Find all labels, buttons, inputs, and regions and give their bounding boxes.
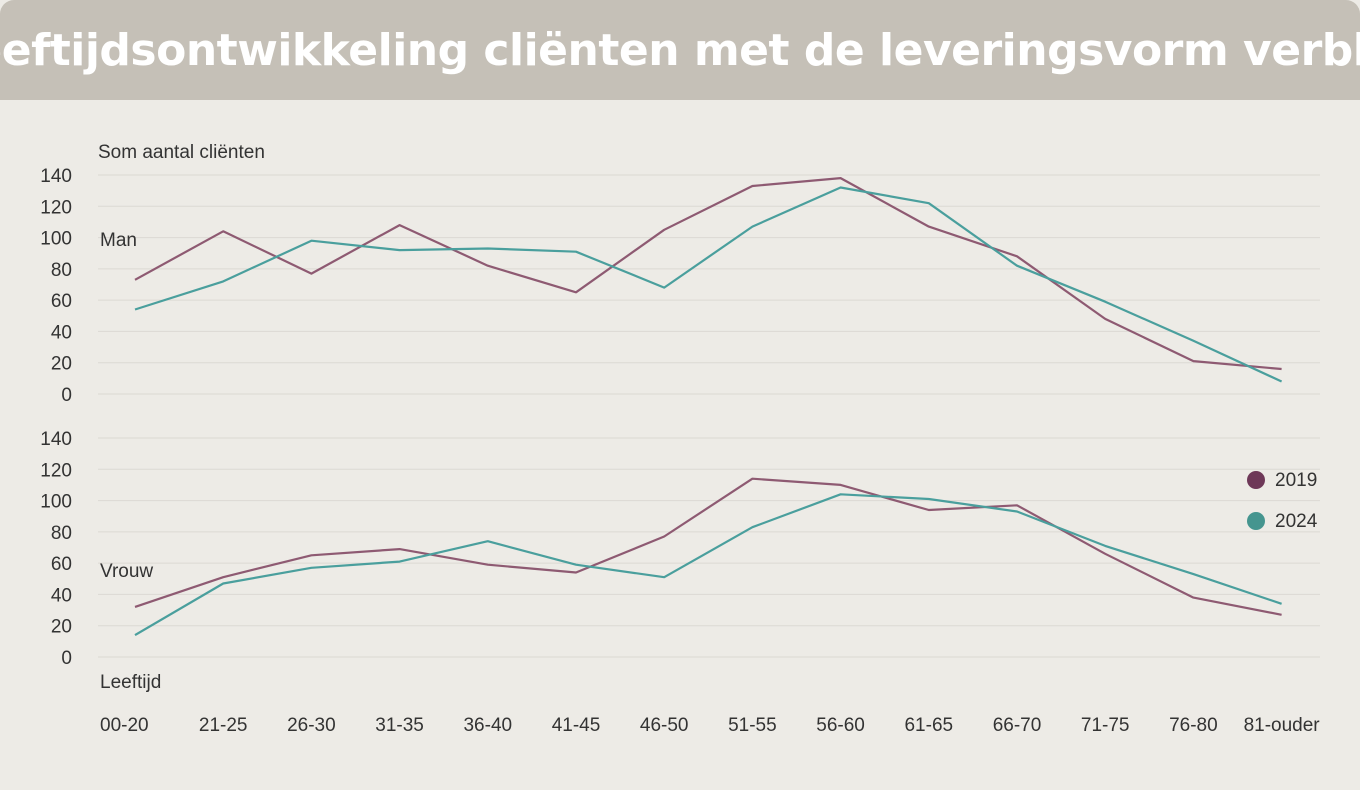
y-tick-vrouw-100: 100	[40, 492, 72, 513]
y-tick-man-80: 80	[51, 260, 72, 281]
x-tick-51-55: 51-55	[728, 715, 777, 736]
legend-dot-2024	[1247, 512, 1265, 530]
series-line-vrouw-2024	[134, 493, 1282, 637]
chart-title: Leeftijdsontwikkeling cliënten met de le…	[0, 24, 1360, 76]
x-tick-41-45: 41-45	[552, 715, 601, 736]
y-tick-vrouw-60: 60	[51, 554, 72, 575]
series-line-vrouw-2019	[134, 477, 1282, 616]
panel-label-vrouw: Vrouw	[100, 561, 153, 582]
x-tick-76-80: 76-80	[1169, 715, 1218, 736]
y-tick-man-0: 0	[61, 385, 72, 406]
legend: 2019 2024	[1247, 470, 1318, 532]
y-tick-vrouw-20: 20	[51, 617, 72, 638]
x-axis-label: Leeftijd	[100, 672, 161, 693]
legend-label-2019: 2019	[1275, 470, 1317, 491]
y-axis-label: Som aantal cliënten	[98, 142, 265, 163]
x-tick-31-35: 31-35	[375, 715, 424, 736]
x-tick-71-75: 71-75	[1081, 715, 1130, 736]
y-tick-man-120: 120	[40, 197, 72, 218]
y-tick-man-40: 40	[51, 322, 72, 343]
y-tick-vrouw-140: 140	[40, 429, 72, 450]
y-tick-vrouw-0: 0	[61, 648, 72, 669]
y-tick-vrouw-40: 40	[51, 585, 72, 606]
x-tick-36-40: 36-40	[463, 715, 512, 736]
x-tick-61-65: 61-65	[904, 715, 953, 736]
x-tick-46-50: 46-50	[640, 715, 689, 736]
y-tick-vrouw-80: 80	[51, 523, 72, 544]
y-tick-man-100: 100	[40, 229, 72, 250]
y-tick-man-140: 140	[40, 166, 72, 187]
x-tick-26-30: 26-30	[287, 715, 336, 736]
legend-label-2024: 2024	[1275, 511, 1318, 532]
x-tick-81-ouder: 81-ouder	[1244, 715, 1321, 736]
series-line-man-2019	[134, 177, 1282, 371]
x-tick-00-20: 00-20	[100, 715, 149, 736]
title-banner: Leeftijdsontwikkeling cliënten met de le…	[0, 0, 1360, 100]
legend-dot-2019	[1247, 471, 1265, 489]
y-tick-man-60: 60	[51, 291, 72, 312]
x-tick-56-60: 56-60	[816, 715, 865, 736]
x-tick-66-70: 66-70	[993, 715, 1042, 736]
x-tick-21-25: 21-25	[199, 715, 248, 736]
series-line-man-2024	[134, 186, 1283, 383]
y-tick-man-20: 20	[51, 354, 72, 375]
panel-label-man: Man	[100, 230, 137, 251]
y-tick-vrouw-120: 120	[40, 460, 72, 481]
